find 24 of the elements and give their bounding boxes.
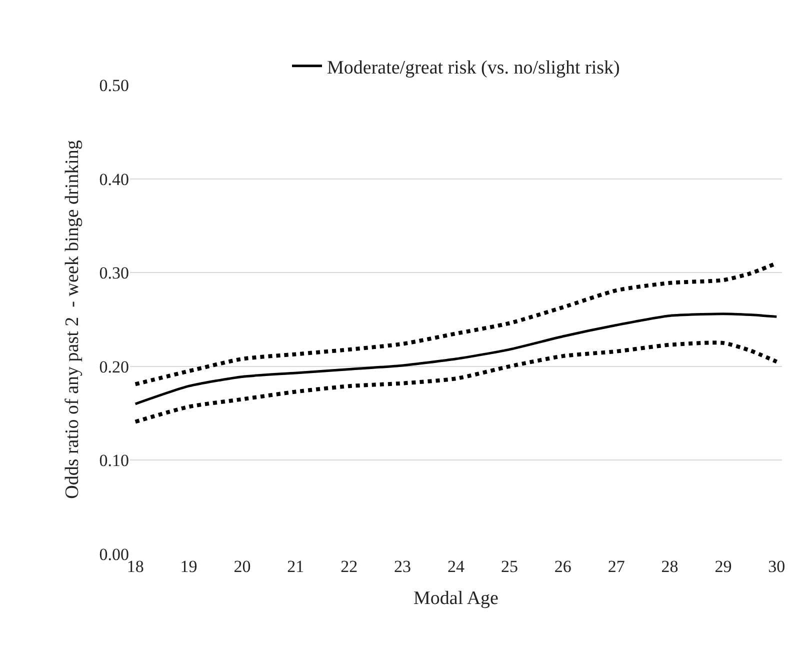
y-tick-label: 0.40 [99,170,129,189]
y-axis-title: Odds ratio of any past 2 - week binge drinking [62,140,84,499]
y-tick-label: 0.50 [99,76,129,95]
x-tick-label: 23 [394,557,412,576]
y-tick-label: 0.30 [99,264,129,283]
x-tick-label: 25 [500,557,518,576]
x-tick-label: 28 [661,557,678,576]
x-tick-label: 24 [448,557,465,576]
x-axis-title: Modal Age [414,588,498,609]
y-tick-label: 0.00 [99,544,129,564]
x-tick-label: 19 [180,557,198,576]
x-tick-label: 27 [608,557,626,576]
y-tick-label: 0.20 [99,357,129,376]
x-tick-label: 29 [714,557,732,576]
line-series [134,312,778,406]
x-tick-label: 21 [287,557,304,576]
x-tick-label: 26 [554,557,572,576]
x-tick-label: 22 [340,557,358,576]
x-tick-label: 20 [234,557,251,576]
line-series [133,340,779,424]
legend-label: Moderate/great risk (vs. no/slight risk) [327,57,620,78]
y-tick-label: 0.10 [99,451,129,470]
x-tick-label: 18 [126,557,144,576]
x-tick-label: 30 [768,557,786,576]
